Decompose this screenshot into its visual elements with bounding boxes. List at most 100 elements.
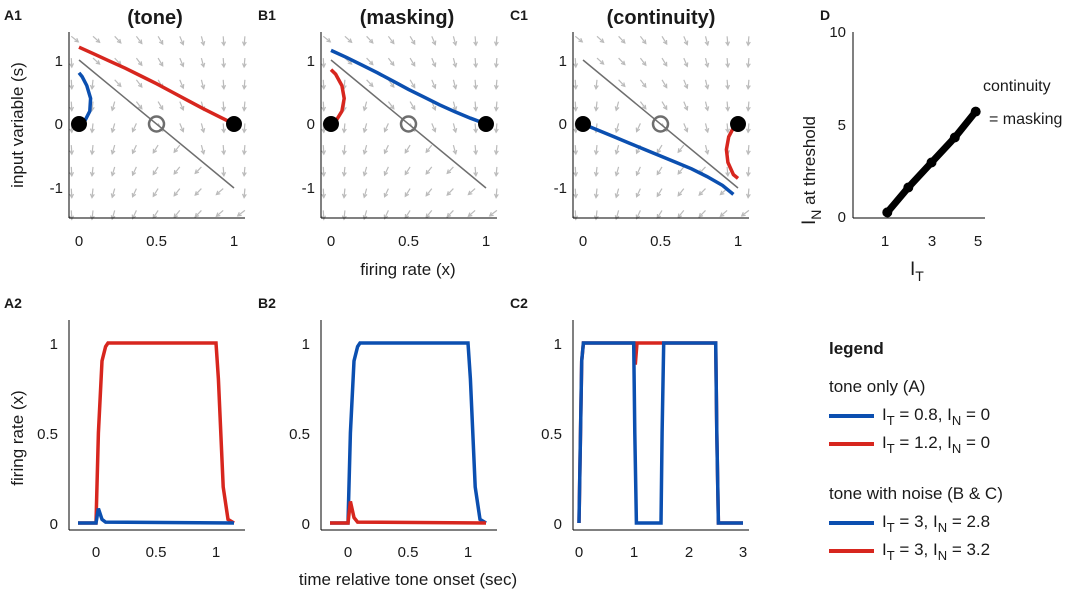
xtick-3-d: 3 [928,233,936,250]
vector-arrow [683,101,688,111]
vector-arrow [677,144,685,153]
legend-eq: = [895,433,914,452]
vector-arrow [661,35,668,45]
legend-i-symbol: I [882,540,887,559]
legend-it-value: 1.2 [914,433,938,452]
vector-arrowhead [452,128,458,134]
vector-arrowhead [493,193,499,199]
vector-arrow [747,58,750,68]
vector-arrow [474,145,477,155]
ytick-0-b1: 0 [307,116,315,133]
vector-arrow [363,166,368,176]
vector-arrow [91,188,94,198]
vector-arrow [135,57,143,66]
vector-arrowhead [241,63,247,69]
vector-arrowhead [341,150,347,156]
vector-arrow [467,188,476,196]
vector-arrowhead [573,171,579,178]
xtick-0-b2: 0 [344,544,352,561]
vector-arrow [157,57,164,67]
vector-arrowhead [95,38,101,44]
vector-arrow [656,166,663,175]
vector-arrow [91,123,94,133]
panel-label-a2: A2 [4,295,22,311]
panel-c2: C2 1 0.5 0 0 1 2 3 [510,295,749,561]
vector-arrow [495,36,498,46]
vector-arrow [111,166,116,176]
vector-arrow [618,35,626,44]
vector-arrowhead [131,127,137,133]
vector-arrow [179,123,184,132]
vector-arrow [474,79,477,89]
vector-arrowhead [473,106,479,112]
legend-sub-n: N [952,441,961,456]
legend-comma: , I [938,405,952,424]
vector-arrow [404,210,411,219]
vector-arrowhead [662,83,668,89]
vector-arrow [135,101,143,110]
vector-arrow [574,145,577,155]
legend-i-symbol: I [882,512,887,531]
vector-arrow [322,166,325,176]
vector-arrowhead [321,215,327,221]
ytick-0-d: 0 [838,209,846,226]
vector-arrow [243,58,246,68]
legend-eq: = [895,512,914,531]
xtick-05-b1: 0.5 [398,233,419,250]
vector-arrowhead [493,106,499,112]
vector-arrowhead [368,82,374,88]
vector-arrow [726,123,729,133]
vector-arrowhead [677,169,683,175]
vector-arrow [615,166,620,176]
panel-label-c1: C1 [510,7,528,23]
vector-arrowhead [389,39,395,45]
vector-arrow [704,36,709,46]
vector-arrowhead [110,106,116,112]
vector-arrowhead [452,149,458,156]
ylabel-d-main: I [799,220,820,225]
ytick-1-b1: 1 [307,53,315,70]
vector-arrow [446,166,454,174]
vector-arrowhead [321,106,327,112]
panel-a1: A1 (tone) 1 0 -1 0 0.5 1 input variable … [4,7,247,250]
vector-arrowhead [620,82,626,88]
vector-arrowhead [725,171,731,178]
vector-arrow [474,36,477,46]
vector-arrowhead [131,171,137,177]
vector-arrowhead [241,171,247,178]
threshold-marker [903,182,914,193]
ytick-neg1-c1: -1 [554,180,567,197]
vector-arrowhead [221,63,227,69]
vector-arrowhead [431,40,437,46]
xtick-1-a1: 1 [230,233,238,250]
vector-arrow [474,58,477,68]
legend-it-value: 0.8 [914,405,938,424]
vector-arrow [574,79,577,89]
vector-arrow [132,210,137,219]
ytick-0-a1: 0 [55,116,63,133]
vector-arrowhead [179,40,185,46]
ytick-05-a2: 0.5 [37,426,58,443]
legend-sub-n: N [938,548,947,563]
vector-arrow [683,123,688,132]
vector-arrowhead [578,37,584,43]
vector-arrowhead [241,128,247,134]
vector-arrowhead [179,84,185,90]
vector-arrow [343,145,346,155]
stable-point-right-c1 [730,116,746,132]
vector-arrow [636,188,641,198]
vector-arrow [135,35,143,44]
vector-arrowhead [131,192,137,198]
panel-label-a1: A1 [4,7,22,23]
vector-arrow [222,101,225,111]
vector-arrowhead [431,84,437,90]
vector-arrowhead [321,84,327,91]
vector-arrow [618,79,626,87]
legend-sub-t: T [887,548,895,563]
vector-arrow [243,166,246,176]
vector-arrowhead [110,127,116,134]
xtick-0-a2: 0 [92,544,100,561]
vector-arrow [135,79,143,88]
vector-arrow [152,144,159,154]
vector-arrow [70,188,73,198]
